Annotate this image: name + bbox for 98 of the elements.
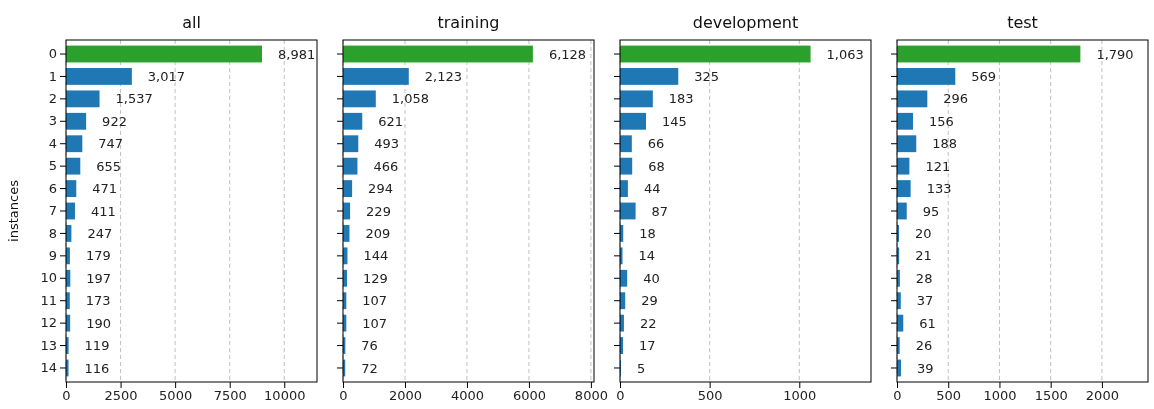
data-label: 26 (915, 338, 933, 354)
y-tick-label: 5 (48, 158, 57, 174)
data-label: 61 (919, 315, 936, 331)
data-label: 144 (363, 248, 389, 264)
data-label: 229 (366, 203, 391, 219)
x-tick-label: 1000 (983, 388, 1017, 404)
y-tick-label: 8 (48, 225, 57, 241)
data-label: 1,537 (115, 91, 153, 107)
data-label: 411 (90, 203, 116, 219)
data-label: 156 (928, 113, 954, 129)
data-label: 18 (639, 225, 656, 241)
y-tick-label: 0 (48, 46, 57, 62)
y-tick-label: 3 (48, 113, 57, 129)
data-label: 325 (694, 68, 720, 84)
data-label: 188 (932, 136, 958, 152)
x-tick-label: 1500 (1034, 388, 1068, 404)
data-label: 39 (917, 360, 934, 376)
data-label: 44 (643, 181, 661, 197)
data-label: 28 (915, 270, 933, 286)
data-label: 5 (636, 360, 646, 376)
data-label: 40 (643, 270, 660, 286)
data-label: 471 (92, 181, 118, 197)
data-label: 183 (668, 91, 694, 107)
y-tick-label: 13 (40, 337, 57, 353)
x-tick-label: 2000 (1085, 388, 1119, 404)
chart-title: all (182, 13, 201, 32)
data-label: 116 (84, 360, 110, 376)
data-label: 466 (373, 158, 399, 174)
x-tick-label: 0 (893, 388, 902, 404)
x-tick-label: 10000 (264, 388, 306, 404)
data-label: 8,981 (278, 46, 316, 62)
data-label: 197 (86, 270, 112, 286)
data-label: 22 (639, 315, 657, 331)
x-tick-label: 1000 (783, 388, 817, 404)
data-label: 107 (362, 293, 388, 309)
data-label: 133 (926, 181, 952, 197)
data-label: 17 (639, 338, 656, 354)
data-label: 20 (915, 225, 932, 241)
data-label: 107 (362, 315, 388, 331)
data-label: 68 (648, 158, 665, 174)
data-label: 296 (943, 91, 969, 107)
x-tick-label: 6000 (512, 388, 546, 404)
data-label: 247 (87, 225, 113, 241)
x-tick-label: 8000 (574, 388, 608, 404)
data-label: 87 (651, 203, 669, 219)
data-label: 493 (374, 136, 400, 152)
data-label: 3,017 (147, 68, 186, 84)
data-label: 6,128 (548, 46, 587, 62)
y-axis-title: instances (6, 179, 21, 242)
x-tick-label: 5000 (159, 388, 193, 404)
y-tick-label: 7 (48, 203, 57, 219)
data-label: 37 (916, 293, 934, 309)
y-tick-label: 1 (48, 68, 57, 84)
data-label: 655 (96, 158, 122, 174)
data-label: 95 (922, 203, 940, 219)
y-tick-label: 6 (48, 180, 57, 196)
y-tick-label: 10 (40, 270, 57, 286)
y-tick-label: 14 (40, 360, 57, 376)
data-label: 209 (365, 225, 391, 241)
y-tick-label: 11 (40, 292, 57, 308)
data-label: 2,123 (424, 68, 463, 84)
data-label: 569 (971, 68, 997, 84)
x-tick-label: 0 (339, 388, 348, 404)
chart-title: development (692, 13, 799, 32)
chart-title: training (437, 13, 500, 32)
x-tick-label: 2500 (104, 388, 138, 404)
chart-title: test (1007, 13, 1038, 32)
data-label: 129 (363, 270, 388, 286)
y-tick-label: 4 (48, 135, 57, 151)
data-label: 14 (638, 248, 656, 264)
data-label: 1,058 (391, 91, 429, 107)
data-label: 29 (641, 293, 658, 309)
data-label: 21 (915, 248, 932, 264)
x-tick-label: 4000 (450, 388, 484, 404)
data-label: 1,063 (826, 46, 864, 62)
data-label: 173 (85, 293, 111, 309)
x-tick-label: 2000 (388, 388, 423, 404)
data-label: 145 (662, 113, 687, 129)
y-tick-label: 9 (48, 248, 57, 264)
data-label: 76 (361, 338, 378, 354)
x-tick-label: 500 (697, 388, 723, 404)
data-label: 621 (378, 113, 404, 129)
data-label: 121 (925, 158, 951, 174)
y-tick-label: 12 (40, 315, 57, 331)
data-label: 66 (647, 136, 665, 152)
data-label: 922 (102, 113, 127, 129)
data-label: 1,790 (1096, 46, 1134, 62)
data-label: 747 (98, 136, 124, 152)
data-label: 72 (361, 360, 378, 376)
data-label: 294 (368, 181, 393, 197)
x-tick-label: 7500 (213, 388, 247, 404)
y-tick-label: 2 (48, 91, 57, 107)
data-label: 190 (86, 315, 111, 331)
data-label: 119 (84, 338, 110, 354)
x-tick-label: 0 (616, 388, 625, 404)
data-label: 179 (85, 248, 111, 264)
x-tick-label: 500 (936, 388, 962, 404)
x-tick-label: 0 (62, 388, 71, 404)
